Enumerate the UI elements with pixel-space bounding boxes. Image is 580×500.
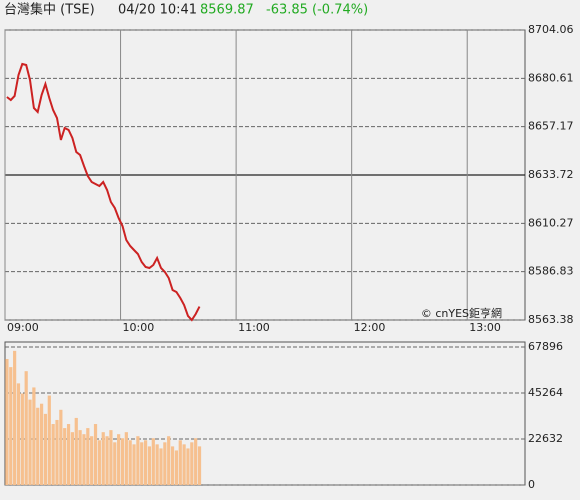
volume-bar xyxy=(13,350,17,485)
volume-bar xyxy=(170,446,175,485)
volume-bar xyxy=(97,440,101,485)
volume-bar xyxy=(163,442,167,485)
change: -63.85 (-0.74%) xyxy=(266,3,368,18)
volume-bar xyxy=(147,446,152,485)
volume-bar xyxy=(105,436,109,485)
volume-bar xyxy=(9,367,13,485)
volume-bar xyxy=(194,438,198,485)
volume-bar xyxy=(5,358,9,485)
x-tick-label: 13:00 xyxy=(469,321,501,334)
volume-bar xyxy=(66,424,71,485)
index-title: 台灣集中 (TSE) xyxy=(4,2,95,18)
volume-bar xyxy=(197,446,202,485)
volume-bar xyxy=(159,448,163,485)
x-tick-label: 11:00 xyxy=(238,321,270,334)
volume-bar xyxy=(167,436,171,485)
y-tick-label: 8586.83 xyxy=(528,265,574,278)
volume-bar xyxy=(36,407,40,485)
x-tick-label: 10:00 xyxy=(123,321,155,334)
volume-bar xyxy=(55,419,59,485)
volume-bar xyxy=(109,430,113,485)
timestamp: 04/20 10:41 xyxy=(118,3,197,18)
y-tick-label: 67896 xyxy=(528,340,563,353)
price-line xyxy=(6,62,201,322)
y-tick-label: 8563.38 xyxy=(528,313,574,326)
x-tick-label: 12:00 xyxy=(354,321,386,334)
volume-bar xyxy=(128,440,132,485)
volume-bar xyxy=(86,428,90,485)
y-tick-label: 8610.27 xyxy=(528,216,574,229)
volume-bar xyxy=(43,413,48,485)
volume-bar xyxy=(63,428,67,485)
volume-bar xyxy=(28,399,32,485)
volume-bar xyxy=(51,424,55,485)
volume-bar xyxy=(59,409,63,485)
volume-bar xyxy=(178,440,182,485)
volume-bar xyxy=(78,430,82,485)
volume-bar xyxy=(140,442,144,485)
y-tick-label: 8657.17 xyxy=(528,120,574,133)
volume-bar xyxy=(120,438,125,485)
y-tick-label: 22632 xyxy=(528,432,563,445)
y-tick-label: 8704.06 xyxy=(528,23,574,36)
volume-bar xyxy=(90,436,94,485)
volume-bar xyxy=(124,432,128,485)
volume-bar xyxy=(132,444,136,485)
price: 8569.87 xyxy=(200,3,254,18)
volume-bar xyxy=(101,432,105,485)
volume-bar xyxy=(24,371,28,485)
y-tick-label: 45264 xyxy=(528,386,563,399)
volume-bar xyxy=(190,442,194,485)
volume-bar xyxy=(16,383,21,485)
volume-bar xyxy=(39,403,44,485)
volume-bar xyxy=(74,417,78,485)
volume-bar xyxy=(47,395,51,485)
y-tick-label: 0 xyxy=(528,478,535,491)
volume-bar xyxy=(136,436,140,485)
volume-bar xyxy=(93,424,98,485)
volume-bar xyxy=(32,387,36,485)
volume-bar xyxy=(117,434,121,485)
volume-bar xyxy=(151,438,155,485)
volume-bar xyxy=(143,440,148,485)
volume-bar xyxy=(174,450,179,485)
volume-bar xyxy=(182,444,186,485)
y-tick-label: 8680.61 xyxy=(528,71,574,84)
watermark: © cnYES鉅亨網 xyxy=(421,306,502,320)
volume-bar xyxy=(186,448,190,485)
volume-bar xyxy=(20,393,24,485)
volume-bar xyxy=(70,432,75,485)
volume-bar xyxy=(113,442,117,485)
x-tick-label: 09:00 xyxy=(7,321,39,334)
y-tick-label: 8633.72 xyxy=(528,168,574,181)
volume-bar xyxy=(155,444,159,485)
volume-bar xyxy=(82,434,86,485)
